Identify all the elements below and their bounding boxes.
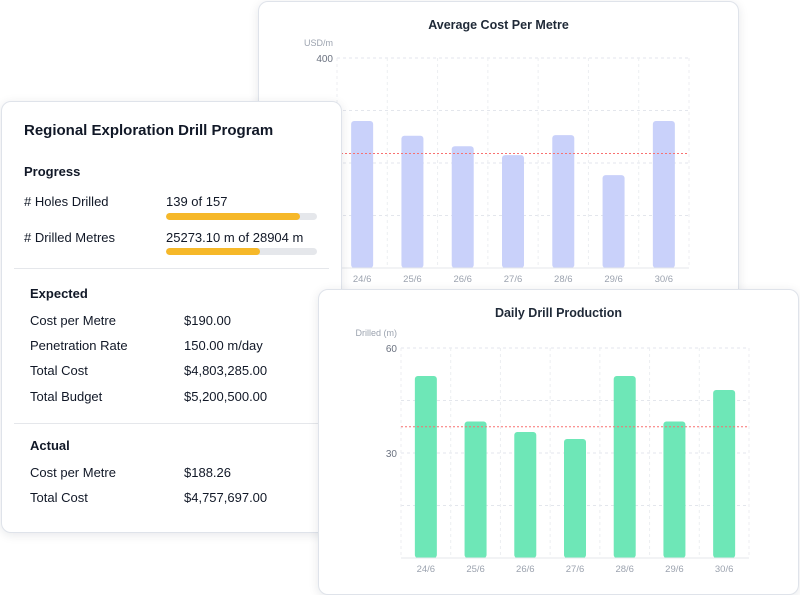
metres-progress-bar xyxy=(166,248,317,255)
section-divider xyxy=(14,423,329,424)
actual-cost-per-metre-value: $188.26 xyxy=(184,465,231,480)
actual-cost-per-metre-label: Cost per Metre xyxy=(30,465,116,480)
production-chart-plot: Drilled (m) 60 30 24/6 25/6 26/6 27/6 28/6 29/6 3… xyxy=(356,328,750,575)
production-bar xyxy=(414,376,437,558)
section-divider xyxy=(14,268,329,269)
production-x-tick-label: 26/6 xyxy=(516,564,535,575)
expected-penetration-rate-value: 150.00 m/day xyxy=(184,338,263,353)
production-y-tick-label: 30 xyxy=(386,449,398,460)
production-x-tick-label: 27/6 xyxy=(566,564,585,575)
metres-progress-fill xyxy=(166,248,260,255)
holes-drilled-value: 139 of 157 xyxy=(166,194,228,209)
production-bar xyxy=(713,390,736,558)
cost-x-tick-label: 27/6 xyxy=(504,274,523,285)
cost-x-tick-label: 24/6 xyxy=(353,274,372,285)
cost-x-tick-label: 26/6 xyxy=(453,274,472,285)
cost-bar xyxy=(652,121,675,268)
production-bar xyxy=(663,421,686,558)
cost-x-tick-label: 28/6 xyxy=(554,274,573,285)
expected-total-cost-value: $4,803,285.00 xyxy=(184,363,268,378)
cost-x-tick-label: 25/6 xyxy=(403,274,422,285)
production-y-tick-label: 60 xyxy=(386,344,398,355)
cost-x-tick-label: 29/6 xyxy=(604,274,623,285)
expected-total-cost-label: Total Cost xyxy=(30,363,88,378)
cost-y-tick-label: 400 xyxy=(316,54,333,65)
production-bar xyxy=(613,376,636,558)
production-bar xyxy=(514,432,537,558)
cost-bar xyxy=(451,146,474,268)
drilled-metres-label: # Drilled Metres xyxy=(24,230,116,245)
production-x-tick-label: 28/6 xyxy=(615,564,634,575)
production-x-tick-label: 30/6 xyxy=(715,564,734,575)
cost-chart-plot: USD/m 400 24/6 25/6 26/6 27/6 28/6 29/6 30/6 xyxy=(304,38,690,285)
production-chart-card: Daily Drill Production Drilled (m) 60 30 24… xyxy=(318,289,799,595)
expected-heading: Expected xyxy=(30,286,88,301)
holes-progress-bar xyxy=(166,213,317,220)
cost-bar xyxy=(502,155,524,268)
holes-progress-fill xyxy=(166,213,300,220)
cost-bar xyxy=(351,121,374,268)
production-x-tick-label: 25/6 xyxy=(466,564,485,575)
drill-program-card: Regional Exploration Drill Program Progr… xyxy=(1,101,342,533)
production-chart-title: Daily Drill Production xyxy=(494,306,623,320)
actual-heading: Actual xyxy=(30,438,70,453)
expected-cost-per-metre-value: $190.00 xyxy=(184,313,231,328)
production-x-tick-label: 24/6 xyxy=(417,564,436,575)
cost-bar xyxy=(401,135,424,268)
cost-chart-title: Average Cost Per Metre xyxy=(428,18,569,32)
cost-bar xyxy=(602,175,625,268)
production-x-tick-label: 29/6 xyxy=(665,564,684,575)
expected-total-budget-label: Total Budget xyxy=(30,389,103,404)
progress-heading: Progress xyxy=(24,164,81,179)
expected-total-budget-value: $5,200,500.00 xyxy=(184,389,268,404)
expected-cost-per-metre-label: Cost per Metre xyxy=(30,313,116,328)
cost-x-tick-label: 30/6 xyxy=(655,274,674,285)
production-bar xyxy=(464,421,487,558)
program-title: Regional Exploration Drill Program xyxy=(24,122,274,139)
holes-drilled-label: # Holes Drilled xyxy=(24,194,109,209)
cost-bar xyxy=(552,135,575,268)
drilled-metres-value: 25273.10 m of 28904 m xyxy=(166,230,304,245)
production-bar xyxy=(564,439,586,558)
expected-penetration-rate-label: Penetration Rate xyxy=(30,338,128,353)
cost-y-axis-label: USD/m xyxy=(304,38,333,48)
actual-total-cost-value: $4,757,697.00 xyxy=(184,490,268,505)
actual-total-cost-label: Total Cost xyxy=(30,490,88,505)
production-y-axis-label: Drilled (m) xyxy=(356,328,398,338)
